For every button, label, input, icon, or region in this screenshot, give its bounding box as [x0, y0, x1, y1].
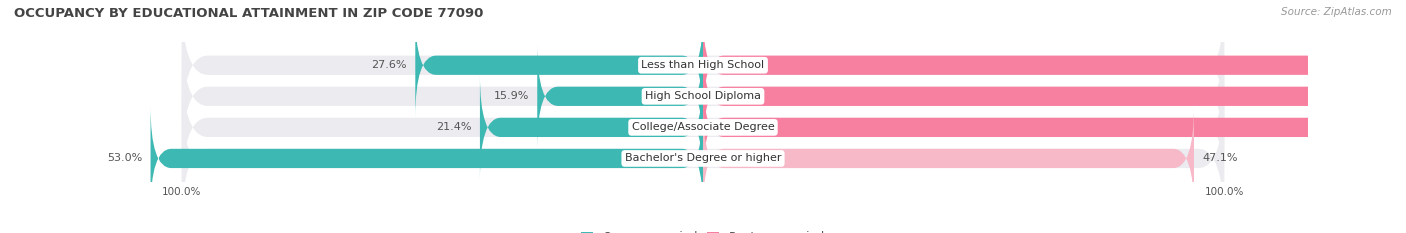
- Text: 15.9%: 15.9%: [494, 91, 529, 101]
- FancyBboxPatch shape: [537, 44, 703, 149]
- FancyBboxPatch shape: [181, 90, 1225, 226]
- Text: 53.0%: 53.0%: [107, 154, 142, 163]
- Text: 21.4%: 21.4%: [436, 122, 471, 132]
- FancyBboxPatch shape: [150, 106, 703, 211]
- FancyBboxPatch shape: [703, 13, 1406, 118]
- Text: 47.1%: 47.1%: [1202, 154, 1237, 163]
- Text: OCCUPANCY BY EDUCATIONAL ATTAINMENT IN ZIP CODE 77090: OCCUPANCY BY EDUCATIONAL ATTAINMENT IN Z…: [14, 7, 484, 20]
- FancyBboxPatch shape: [415, 13, 703, 118]
- Text: Less than High School: Less than High School: [641, 60, 765, 70]
- FancyBboxPatch shape: [181, 59, 1225, 195]
- FancyBboxPatch shape: [181, 28, 1225, 164]
- Text: Source: ZipAtlas.com: Source: ZipAtlas.com: [1281, 7, 1392, 17]
- Text: Bachelor's Degree or higher: Bachelor's Degree or higher: [624, 154, 782, 163]
- FancyBboxPatch shape: [181, 0, 1225, 133]
- Text: 27.6%: 27.6%: [371, 60, 406, 70]
- Text: College/Associate Degree: College/Associate Degree: [631, 122, 775, 132]
- FancyBboxPatch shape: [703, 44, 1406, 149]
- FancyBboxPatch shape: [703, 75, 1406, 180]
- Text: High School Diploma: High School Diploma: [645, 91, 761, 101]
- FancyBboxPatch shape: [479, 75, 703, 180]
- FancyBboxPatch shape: [703, 106, 1194, 211]
- Legend: Owner-occupied, Renter-occupied: Owner-occupied, Renter-occupied: [576, 226, 830, 233]
